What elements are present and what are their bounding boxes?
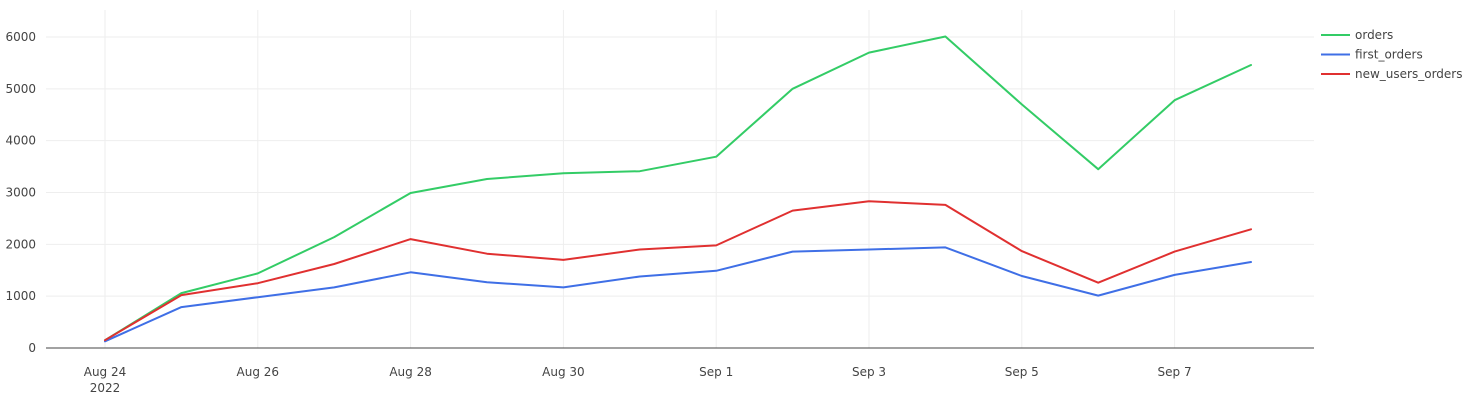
legend-label: first_orders xyxy=(1355,48,1423,62)
series-line-orders xyxy=(104,35,1252,342)
x-tick-label: Aug 30 xyxy=(542,365,585,379)
series-line-first-orders xyxy=(104,246,1252,343)
x-tick-label: Sep 3 xyxy=(852,365,886,379)
x-tick-label: Sep 1 xyxy=(699,365,733,379)
y-tick-label: 3000 xyxy=(5,186,36,200)
x-tick-label: Aug 26 xyxy=(237,365,280,379)
legend-label: new_users_orders xyxy=(1355,67,1462,81)
legend-item-new-users-orders[interactable]: new_users_orders xyxy=(1321,67,1462,81)
y-tick-label: 5000 xyxy=(5,82,36,96)
legend-label: orders xyxy=(1355,28,1393,42)
y-tick-label: 0 xyxy=(28,341,36,355)
x-tick-label: Aug 24 xyxy=(84,365,127,379)
x-tick-label: Sep 5 xyxy=(1005,365,1039,379)
series-layer xyxy=(104,35,1252,343)
y-tick-label: 4000 xyxy=(5,134,36,148)
legend-item-first-orders[interactable]: first_orders xyxy=(1321,48,1423,62)
y-tick-label: 2000 xyxy=(5,237,36,251)
y-tick-label: 6000 xyxy=(5,30,36,44)
axis-layer: 0 1000 2000 3000 4000 5000 6000 Aug 24 2022 Aug 2… xyxy=(5,30,1314,395)
x-tick-year-label: 2022 xyxy=(90,381,121,395)
y-tick-label: 1000 xyxy=(5,289,36,303)
x-tick-label: Aug 28 xyxy=(389,365,432,379)
legend-item-orders[interactable]: orders xyxy=(1321,28,1393,42)
series-line-new-users-orders xyxy=(104,200,1252,342)
legend[interactable]: orders first_orders new_users_orders xyxy=(1321,28,1462,81)
x-tick-label: Sep 7 xyxy=(1158,365,1192,379)
grid-layer xyxy=(46,10,1314,348)
